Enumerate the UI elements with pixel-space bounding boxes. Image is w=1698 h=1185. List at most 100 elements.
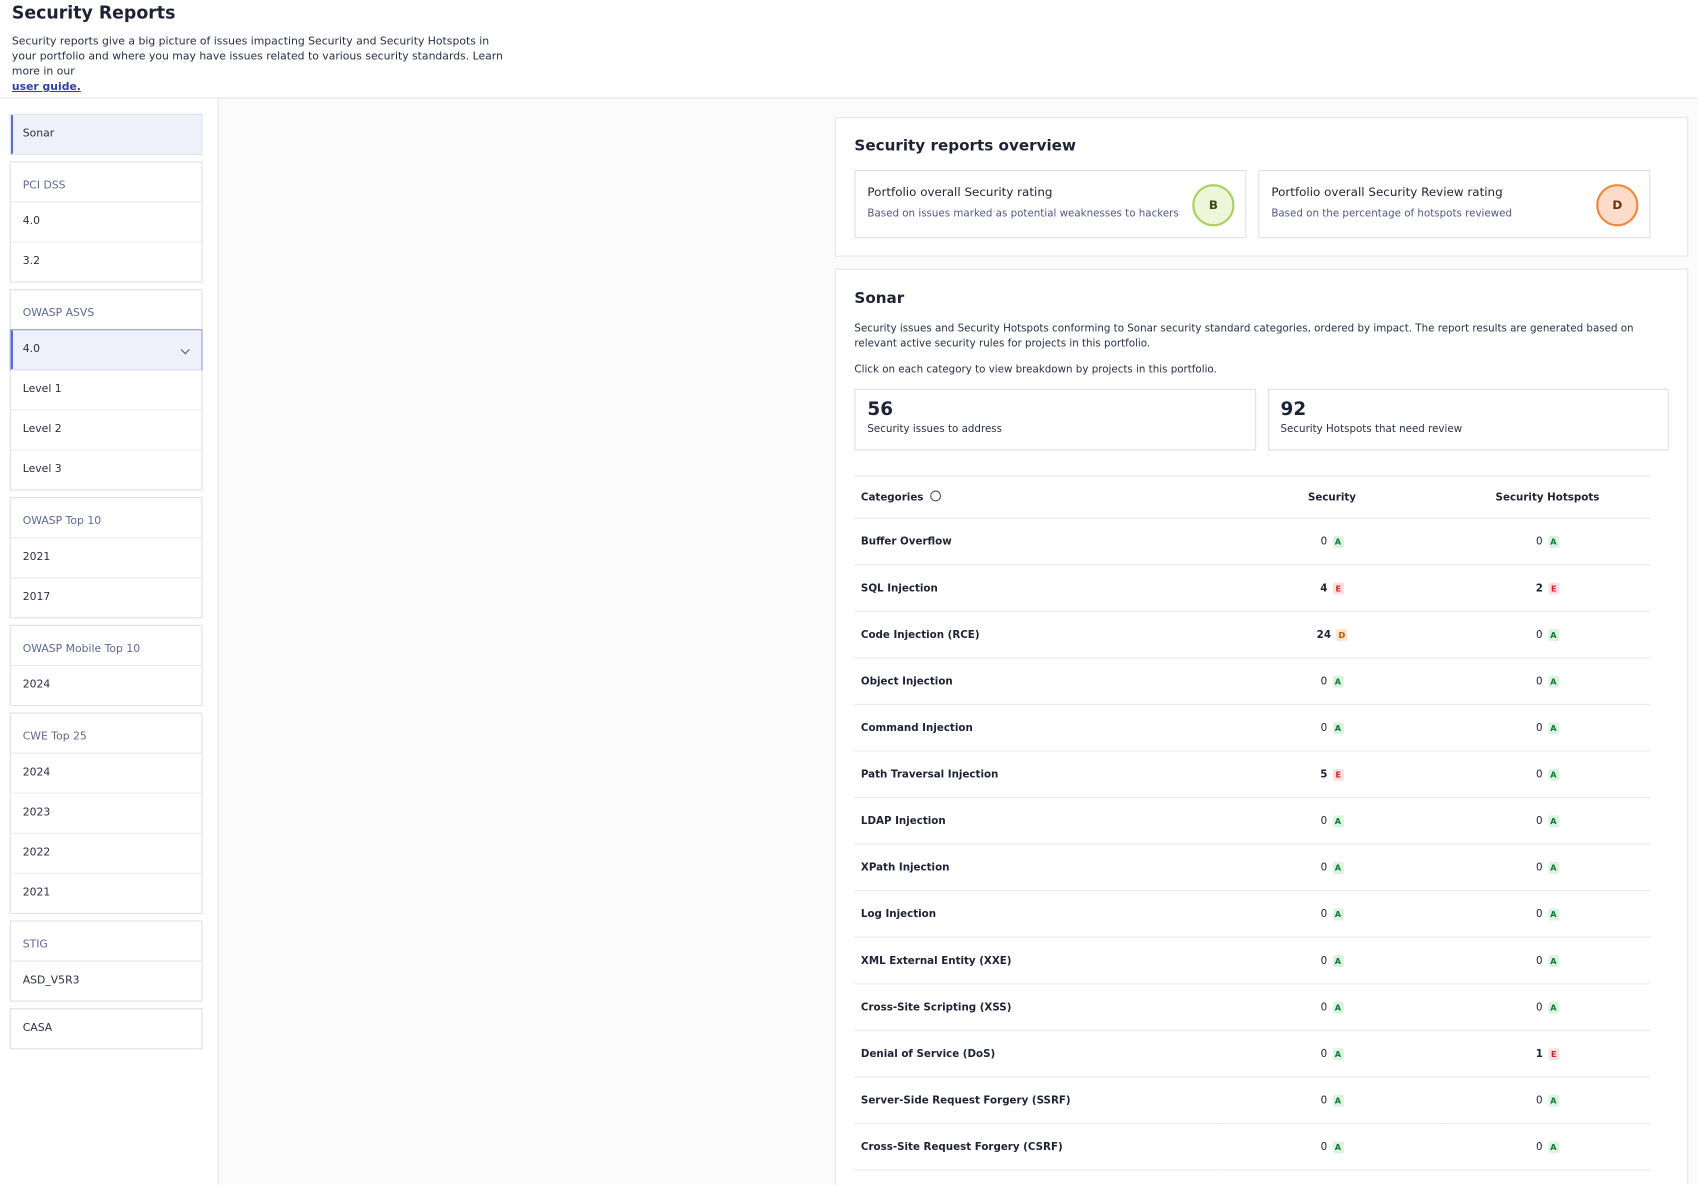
metric-cell: 24 D [1219,611,1445,659]
stats: 56 Security issues to address 92 Security H… [854,388,1669,451]
chevron [180,345,190,355]
category-row[interactable]: Buffer Overflow 0 A 0 A [854,518,1651,566]
metric-cell: 0A [1219,1170,1445,1185]
metric-value: 0 [1536,954,1543,967]
nav-group-title: CWE Top 25 [10,714,202,754]
stat-card[interactable]: 92 Security Hotspots that need review [1267,388,1669,451]
rating-badge: A [1332,814,1344,827]
rating-badge: A [1548,768,1559,781]
nav-item[interactable]: 2022 [10,832,202,873]
rating-badge: A [1548,721,1559,734]
metric-value: 5 [1320,768,1328,781]
metric-value: 2 [1535,582,1543,594]
nav-item[interactable]: CASA [22,1022,53,1035]
metric-value: 0 [1536,861,1543,874]
metric-value: 4 [1320,582,1328,594]
nav-group: STIG ASD_V5R3 [9,920,203,1002]
nav-item[interactable]: 2024 [22,678,51,691]
card-subtitle: Based on issues marked as potential weak… [867,207,1179,220]
overview-title: Security reports overview [854,137,1076,155]
category-row[interactable]: XML External Entity (XXE) 0 A 0 A [854,937,1651,985]
category-row[interactable]: Cross-Site Scripting (XSS) 0 A 0 A [854,983,1651,1031]
category-row[interactable]: XPath Injection 0 A 0 A [854,844,1651,892]
metric-value: 0 [1536,535,1543,548]
rating-badge: A [1548,814,1559,827]
rating-badge: A [1548,908,1559,920]
nav-item[interactable]: 4.0 [9,329,203,371]
nav-item[interactable]: 2024 [22,766,51,779]
nav-group-title: STIG [10,922,202,962]
sidebar: Sonar PCI DSS 4.0 3.2 OWASP ASVS 4.0 Level 1 Le… [0,98,219,1185]
sonar-panel: Sonar Security issues and Security Hotsp… [834,268,1689,1185]
metric-value: 0 [1320,535,1328,548]
metric-value: 0 [1536,675,1543,688]
metric-value: 0 [1320,954,1328,967]
nav-item[interactable]: Level 3 [10,449,202,489]
metric-value: 0 [1320,1001,1328,1014]
stat-label: Security issues to address [867,423,1003,436]
rating-badge: E [1548,1047,1560,1060]
nav-item[interactable]: Sonar [10,114,202,154]
category-row[interactable]: Code Injection (RCE) 24 D 0 A [854,611,1651,659]
category-row[interactable]: Path Traversal Injection 5 E 0 A [854,750,1651,799]
rating-badge: A [1332,1047,1344,1060]
nav-item[interactable]: 2023 [10,792,202,833]
category-name: Log Injection [854,890,1220,938]
metric-value: 0 [1320,1094,1328,1107]
category-name: Buffer Overflow [854,518,1220,566]
category-row[interactable]: HTTP Response Splitting0A0A [854,1170,1651,1185]
metric-value: 0 [1320,908,1328,920]
nav-item[interactable]: 4.0 [22,215,40,228]
metric-value: 0 [1536,1001,1543,1014]
metric-value: 0 [1536,721,1543,734]
header: Security Reports Security reports give a… [0,0,1698,99]
category-row[interactable]: Log Injection 0 A 0 A [854,890,1651,938]
category-row[interactable]: Denial of Service (DoS) 0 A 1 E [854,1030,1651,1078]
nav-item[interactable]: 2021 [10,872,202,913]
category-row[interactable]: Command Injection 0 A 0 A [854,704,1651,752]
metric-value: 0 [1536,814,1543,827]
category-row[interactable]: Cross-Site Request Forgery (CSRF) 0 A 0 A [854,1123,1651,1171]
nav-group-title: PCI DSS [10,162,202,203]
header-text: Security Hotspots [1495,491,1600,504]
description-text: Security reports give a big picture of i… [11,35,503,78]
nav-group: OWASP Mobile Top 10 2024 [9,624,203,707]
rating-badge: D [1336,628,1348,641]
nav-item[interactable]: 2017 [10,577,202,617]
nav-item[interactable]: 2021 [22,551,51,564]
category-row[interactable]: LDAP Injection 0 A 0 A [854,797,1651,845]
category-name: Code Injection (RCE) [854,611,1220,659]
column-header: Security [1219,475,1445,519]
nav-item[interactable]: ASD_V5R3 [22,974,80,987]
metric-cell: 0A [1444,1170,1651,1185]
category-name: HTTP Response Splitting [854,1170,1220,1185]
user-guide-link[interactable]: user guide. [11,81,81,94]
metric-value: 0 [1320,675,1328,688]
rating-badge: A [1548,675,1559,688]
column-header: Security Hotspots [1444,475,1651,519]
category-row[interactable]: SQL Injection 4 E 2 E [854,564,1651,612]
metric-value: 0 [1320,1140,1328,1153]
category-row[interactable]: Object Injection 0 A 0 A [854,657,1651,705]
category-name: SQL Injection [854,564,1220,612]
nav-item[interactable]: 3.2 [10,241,202,281]
sonar-hint: Click on each category to view breakdown… [854,363,1217,376]
nav-item[interactable]: Level 1 [10,369,202,409]
rating-badge: A [1332,861,1344,874]
stat-card[interactable]: 56 Security issues to address [854,388,1256,451]
metric-value: 0 [1320,1047,1328,1060]
nav-item[interactable]: Level 2 [10,409,202,449]
category-row[interactable]: Server-Side Request Forgery (SSRF) 0 A 0 A [854,1076,1651,1125]
